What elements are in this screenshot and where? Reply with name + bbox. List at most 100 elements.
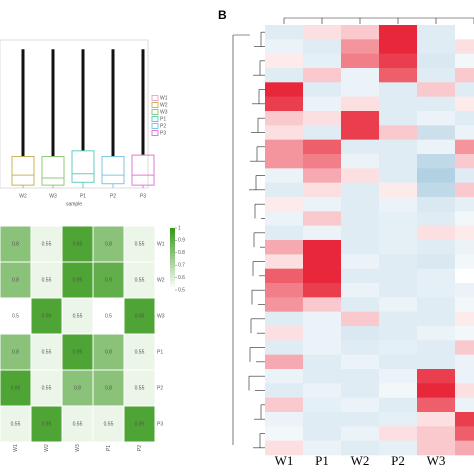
column-label: W2 [44,444,50,452]
heat-cell [455,412,474,427]
heat-cell [341,39,379,54]
corr-value: 0.55 [42,349,52,355]
legend-swatch [151,123,159,129]
heat-cell [265,139,303,155]
corr-value: 0.55 [42,241,52,247]
row-label: W2 [157,277,165,283]
heat-cell [455,154,474,169]
colorbar-label: 0.6 [178,275,185,281]
heat-cell [417,182,455,198]
heat-cell [303,326,341,341]
heat-cell [417,254,455,269]
heat-cell [303,68,341,83]
heat-cell [379,326,417,341]
heat-cell [303,412,341,427]
colorbar-step [170,277,175,282]
heat-cell [417,354,455,370]
corr-value: 0.8 [105,385,112,391]
heat-cell [379,96,417,112]
colorbar-label: 0.5 [178,287,185,293]
legend-swatch [151,130,159,136]
column-label: W1 [13,444,19,452]
heat-cell [379,297,417,312]
heat-cell [341,197,379,212]
heat-cell [417,340,455,355]
corr-value: 0.55 [42,385,52,391]
corr-cell [123,333,156,371]
corr-value: 0.55 [73,313,83,319]
x-tick-label: P3 [140,193,146,199]
colorbar-step [170,243,175,248]
colorbar-step [170,255,175,260]
heat-cell [265,283,303,298]
heat-cell [417,25,455,40]
heat-cell [341,53,379,69]
heat-cell [265,240,303,255]
heat-cell [417,197,455,212]
heat-cell [417,283,455,298]
heat-cell [303,53,341,69]
heat-cell [417,68,455,83]
corr-value: 0.55 [42,277,52,283]
heat-cell [303,340,341,355]
heat-cell [303,354,341,370]
heat-cell [341,397,379,413]
heat-cell [265,326,303,341]
heat-cell [379,154,417,169]
heat-cell [303,25,341,40]
corr-cell [30,405,63,443]
heat-cell [341,369,379,384]
panel-label: B [218,8,227,22]
heat-cell [379,268,417,284]
corr-value: 0.95 [135,313,145,319]
heat-cell [303,82,341,97]
colorbar-label: 0.8 [178,250,185,256]
corr-value: 0.9 [105,277,112,283]
corr-cell [0,225,32,263]
heat-cell [341,297,379,312]
corr-cell [30,297,63,335]
corr-value: 0.55 [135,349,145,355]
colorbar-step [170,286,175,291]
heat-cell [303,254,341,269]
heat-cell [379,254,417,269]
heat-cell [341,283,379,298]
heat-cell [341,412,379,427]
corr-value: 0.95 [73,241,83,247]
corr-value: 0.55 [135,277,145,283]
heat-cell [379,440,417,456]
heat-cell [379,25,417,40]
legend-label: P3 [160,130,166,136]
heat-cell [265,111,303,126]
x-tick-label: W2 [19,193,27,199]
corr-value: 0.95 [11,385,21,391]
column-label: P2 [137,445,143,451]
corr-cell [92,405,125,443]
heat-cell [379,240,417,255]
heat-cell [379,53,417,69]
heat-cell [379,225,417,241]
box [101,156,125,185]
heat-cell [265,53,303,69]
heat-cell [417,369,455,384]
column-label: W1 [275,453,294,468]
row-label: P2 [157,385,163,391]
heat-cell [303,197,341,212]
heat-cell [417,326,455,341]
box [71,150,95,183]
heat-cell [417,154,455,169]
legend-label: W1 [160,95,168,101]
corr-cell [0,333,32,371]
heat-cell [341,354,379,370]
heat-cell [303,268,341,284]
colorbar-label: 1 [178,225,181,231]
heat-cell [455,111,474,126]
colorbar-step [170,283,175,288]
heat-cell [265,297,303,312]
heat-cell [417,211,455,226]
heat-cell [379,412,417,427]
heat-cell [455,297,474,312]
heat-cell [455,211,474,226]
heat-cell [265,225,303,241]
